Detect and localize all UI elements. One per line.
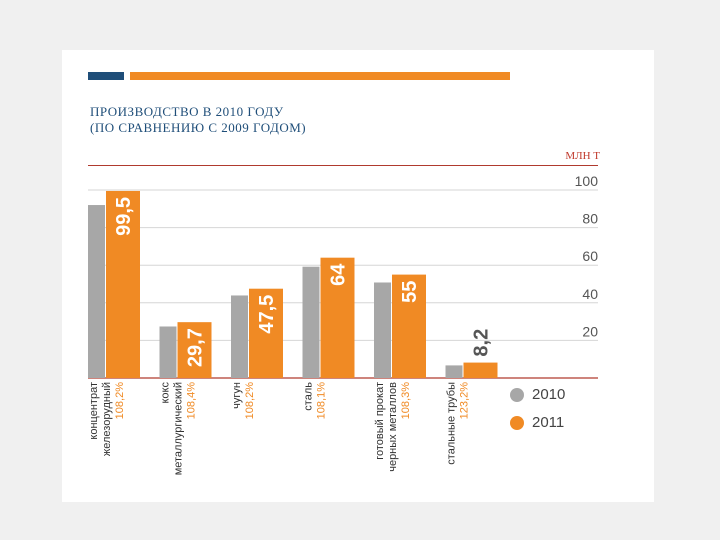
y-tick-label: 60	[582, 248, 598, 264]
bar-2010	[302, 266, 320, 378]
bar-value-label: 55	[399, 281, 421, 303]
y-tick-label: 80	[582, 211, 598, 227]
category-percent-label: 108,2%	[114, 382, 126, 420]
unit-divider	[88, 165, 598, 166]
bar-2011	[177, 322, 212, 378]
legend-swatch-2011	[510, 415, 524, 430]
category-percent-label: 108,2%	[244, 382, 256, 420]
bar-2011	[463, 362, 498, 378]
chart-title: ПРОИЗВОДСТВО В 2010 ГОДУ (ПО СРАВНЕНИЮ С…	[90, 104, 490, 136]
bar-value-label: 64	[328, 263, 350, 286]
legend-item-2010: 2010	[510, 386, 565, 403]
category-label: чугун	[231, 382, 243, 409]
category-percent-label: 108,4%	[186, 382, 198, 420]
category-label: готовый прокат	[374, 382, 386, 460]
legend-label-2010: 2010	[532, 386, 566, 403]
legend-item-2011: 2011	[510, 414, 564, 431]
bar-value-label: 47,5	[256, 295, 278, 334]
legend-swatch-2010	[510, 387, 524, 402]
category-label: стальные трубы	[446, 382, 458, 465]
y-tick-label: 40	[582, 286, 598, 302]
bar-value-label: 8,2	[471, 329, 493, 357]
chart-title-line1: ПРОИЗВОДСТВО В 2010 ГОДУ	[90, 104, 284, 119]
bar-2011	[249, 288, 283, 378]
category-label: кокс	[160, 382, 172, 404]
bar-2010	[159, 326, 177, 378]
chart-card	[62, 50, 654, 502]
legend-label-2011: 2011	[532, 414, 565, 431]
category-label: черных металлов	[387, 382, 399, 472]
bar-value-label: 99,5	[113, 197, 135, 236]
bar-2011	[392, 274, 426, 378]
bar-value-label: 29,7	[185, 328, 207, 367]
bar-2010	[445, 365, 463, 378]
category-percent-label: 108,3%	[400, 382, 412, 420]
category-label: металлургический	[173, 382, 185, 475]
chart-title-line2: (ПО СРАВНЕНИЮ С 2009 ГОДОМ)	[90, 120, 307, 135]
bar-2010	[231, 295, 248, 378]
category-label: сталь	[303, 382, 315, 411]
bar-2011	[106, 190, 140, 378]
category-label: концентрат	[88, 382, 100, 440]
header-stripe-orange	[130, 72, 510, 80]
bar-2010	[374, 282, 391, 378]
y-tick-label: 20	[582, 323, 598, 339]
category-percent-label: 108,1%	[316, 382, 328, 420]
header-stripe-blue	[88, 72, 124, 80]
unit-label: МЛН Т	[565, 150, 600, 162]
category-percent-label: 123,2%	[459, 382, 471, 420]
bar-2011	[320, 257, 355, 378]
bar-2010	[88, 205, 105, 378]
category-label: железорудный	[101, 382, 113, 456]
y-tick-label: 100	[575, 173, 599, 189]
